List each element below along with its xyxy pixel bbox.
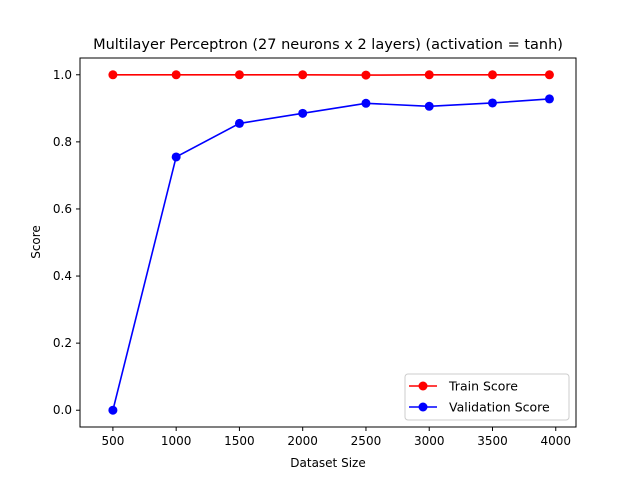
plot-area — [79, 57, 577, 428]
x-tick-label: 3000 — [414, 434, 445, 448]
y-axis: 0.0 0.2 0.4 0.6 0.8 1.0 — [53, 68, 80, 417]
series-layer — [108, 70, 554, 415]
data-point — [171, 70, 181, 80]
chart-title: Multilayer Perceptron (27 neurons x 2 la… — [93, 37, 563, 53]
data-point — [544, 94, 554, 104]
x-tick-label: 2000 — [287, 434, 318, 448]
data-point — [234, 70, 244, 80]
data-point — [108, 405, 118, 415]
y-tick-label: 0.6 — [53, 202, 72, 216]
x-tick-label: 3500 — [477, 434, 508, 448]
data-point — [487, 70, 497, 80]
data-point — [171, 152, 181, 162]
x-tick-label: 1000 — [161, 434, 192, 448]
y-axis-label: Score — [29, 225, 43, 259]
x-tick-label: 4000 — [540, 434, 571, 448]
data-point — [424, 101, 434, 111]
legend-label: Train Score — [448, 379, 518, 394]
data-point — [487, 98, 497, 108]
data-point — [544, 70, 554, 80]
data-point — [298, 108, 308, 118]
plot-frame — [79, 57, 577, 428]
y-tick-label: 0.2 — [53, 336, 72, 350]
data-point — [298, 70, 308, 80]
x-axis: 500 1000 1500 2000 2500 3000 3500 4000 — [101, 427, 571, 448]
x-tick-label: 2500 — [351, 434, 382, 448]
data-point — [108, 70, 118, 80]
data-point — [424, 70, 434, 80]
y-tick-label: 0.0 — [53, 403, 72, 417]
legend-label: Validation Score — [449, 400, 550, 415]
data-point — [361, 98, 371, 108]
x-axis-label: Dataset Size — [290, 456, 365, 470]
data-point — [361, 70, 371, 80]
y-tick-label: 0.8 — [53, 135, 72, 149]
data-point — [234, 118, 244, 128]
y-tick-label: 0.4 — [53, 269, 72, 283]
x-tick-label: 1500 — [224, 434, 255, 448]
y-tick-label: 1.0 — [53, 68, 72, 82]
x-tick-label: 500 — [101, 434, 124, 448]
legend-box — [404, 373, 570, 421]
series-line-1 — [112, 98, 550, 411]
legend: Train Score Validation Score — [404, 373, 570, 421]
legend-marker — [418, 402, 428, 412]
legend-marker — [418, 381, 428, 391]
